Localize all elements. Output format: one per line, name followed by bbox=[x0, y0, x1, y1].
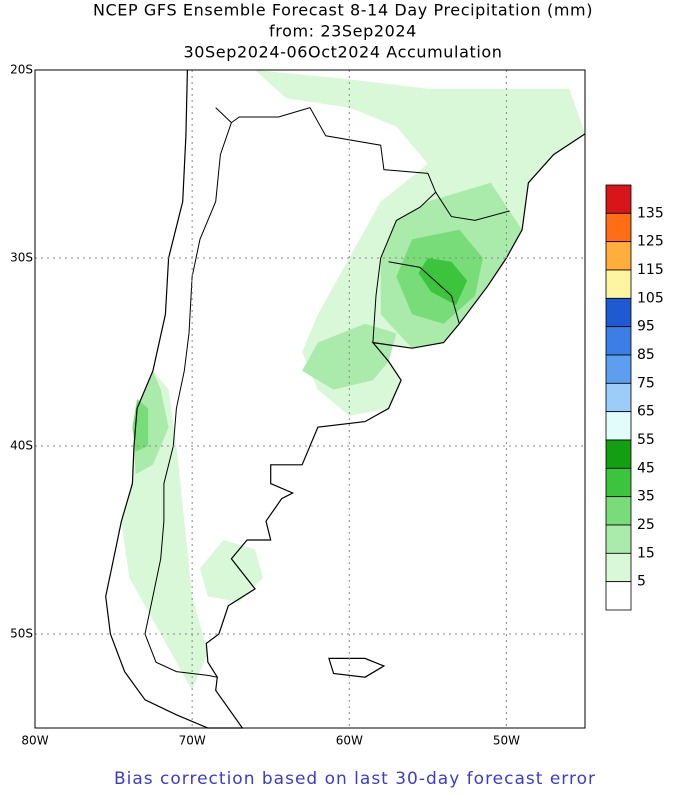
colorbar-label: 55 bbox=[637, 432, 655, 448]
colorbar-box bbox=[605, 552, 632, 583]
footer: Bias correction based on last 30-day for… bbox=[114, 769, 596, 789]
colorbar-box bbox=[605, 212, 632, 243]
colorbar-box bbox=[605, 411, 632, 441]
colorbar-label: 45 bbox=[637, 460, 655, 476]
border bbox=[388, 261, 460, 324]
map-frame bbox=[34, 69, 586, 729]
lat-label: 30S bbox=[10, 251, 33, 265]
lat-label: 50S bbox=[10, 627, 33, 641]
lon-label: 60W bbox=[336, 734, 363, 748]
land-layer bbox=[105, 69, 586, 729]
colorbar: 135 125 115 105 95 85 75 65 55 45 35 25 15 5 bbox=[605, 184, 664, 611]
colorbar-label: 65 bbox=[637, 404, 655, 420]
colorbar-label: 115 bbox=[637, 262, 664, 278]
colorbar-label: 105 bbox=[637, 290, 664, 306]
title: from: 23Sep2024 bbox=[269, 22, 417, 41]
lon-label: 80W bbox=[21, 734, 48, 748]
border bbox=[231, 107, 311, 124]
colorbar-box bbox=[605, 467, 632, 498]
border bbox=[435, 191, 510, 221]
colorbar-box bbox=[605, 581, 632, 611]
colorbar-label: 125 bbox=[637, 234, 664, 250]
colorbar-box bbox=[605, 269, 632, 299]
lon-label: 70W bbox=[179, 734, 206, 748]
colorbar-label: 25 bbox=[637, 517, 655, 533]
colorbar-box bbox=[605, 297, 632, 328]
colorbar-box bbox=[605, 496, 632, 526]
colorbar-box bbox=[605, 326, 632, 356]
colorbar-label: 135 bbox=[637, 205, 664, 221]
lat-label: 20S bbox=[10, 63, 33, 77]
precip-area bbox=[200, 540, 263, 602]
title: 30Sep2024-06Oct2024 Accumulation bbox=[183, 43, 502, 62]
colorbar-label: 95 bbox=[637, 319, 655, 335]
colorbar-box bbox=[605, 382, 632, 413]
colorbar-box bbox=[605, 439, 632, 469]
precip-area bbox=[418, 258, 468, 305]
lon-label: 50W bbox=[493, 734, 520, 748]
colorbar-label: 35 bbox=[637, 489, 655, 505]
colorbar-box bbox=[605, 241, 632, 271]
coastline bbox=[105, 69, 586, 729]
colorbar-box bbox=[605, 184, 632, 214]
colorbar-box bbox=[605, 354, 632, 384]
colorbar-label: 15 bbox=[637, 545, 655, 561]
colorbar-box bbox=[605, 524, 632, 554]
falkland-islands bbox=[328, 657, 386, 678]
colorbar-label: 5 bbox=[637, 574, 646, 590]
lat-label: 40S bbox=[10, 439, 33, 453]
colorbar-label: 85 bbox=[637, 347, 655, 363]
colorbar-label: 75 bbox=[637, 375, 655, 391]
title: NCEP GFS Ensemble Forecast 8-14 Day Prec… bbox=[93, 1, 593, 20]
